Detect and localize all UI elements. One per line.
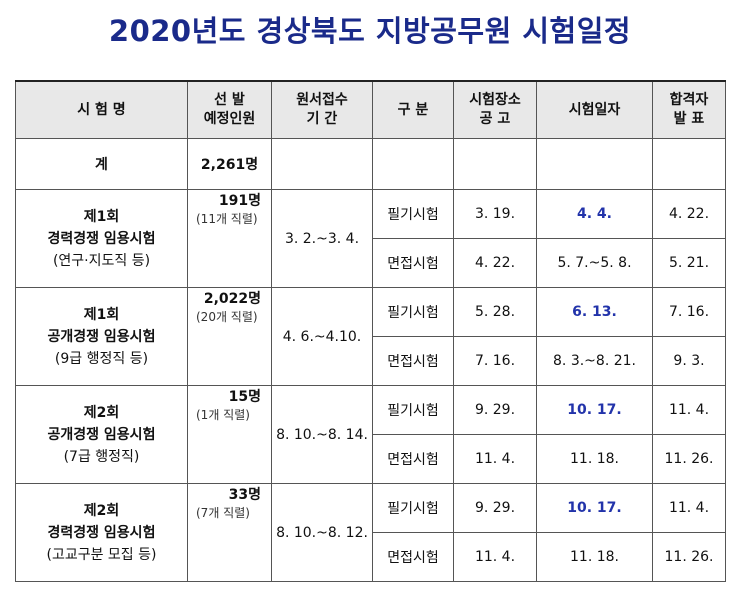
total-empty [453, 138, 537, 190]
header-selection-line1: 선 발 [214, 92, 245, 108]
stage-result: 5. 21. [652, 238, 726, 288]
exam-application: 3. 2.~3. 4. [271, 189, 373, 288]
stage-category: 필기시험 [372, 385, 454, 435]
stage-date: 6. 13. [536, 287, 653, 337]
stage-date: 11. 18. [536, 434, 653, 484]
exam-name: 제2회 경력경쟁 임용시험 (고교구분 모집 등) [15, 483, 188, 582]
stage-result: 11. 4. [652, 483, 726, 533]
total-empty [271, 138, 373, 190]
stage-date: 11. 18. [536, 532, 653, 582]
exam-application: 4. 6.~4.10. [271, 287, 373, 386]
header-application-line1: 원서접수 [296, 92, 348, 108]
stage-result: 11. 26. [652, 532, 726, 582]
header-category: 구 분 [372, 80, 454, 139]
count-value: 33명 [228, 487, 261, 503]
count-sub: (20개 직렬) [196, 310, 258, 324]
table-row: 면접시험 11. 4. 11. 18. 11. 26. [16, 434, 726, 484]
total-empty [536, 138, 653, 190]
exam-scope: (9급 행정직 등) [54, 350, 149, 367]
count-value: 15명 [228, 389, 261, 405]
table-row: 면접시험 11. 4. 11. 18. 11. 26. [16, 532, 726, 582]
stage-venue: 4. 22. [453, 238, 537, 288]
stage-category: 필기시험 [372, 483, 454, 533]
header-selection-line2: 예정인원 [203, 111, 256, 127]
stage-date: 10. 17. [536, 483, 653, 533]
table-row: 제2회 공개경쟁 임용시험 (7급 행정직) 15명 (1개 직렬) 8. 10.… [15, 385, 726, 484]
count-value: 191명 [218, 193, 261, 209]
exam-count: 33명 (7개 직렬) [187, 483, 272, 582]
stage-venue: 3. 19. [453, 189, 537, 239]
header-result-line2: 발 표 [673, 111, 705, 127]
exam-type: 경력경쟁 임용시험 [47, 524, 156, 541]
header-application-line2: 기 간 [306, 111, 338, 127]
stage-result: 11. 4. [652, 385, 726, 435]
exam-scope: (고교구분 모집 등) [46, 546, 157, 563]
exam-scope: (연구·지도직 등) [52, 252, 151, 269]
exam-name: 제2회 공개경쟁 임용시험 (7급 행정직) [15, 385, 188, 484]
exam-scope: (7급 행정직) [63, 448, 140, 465]
exam-round: 제2회 [83, 502, 120, 519]
table-row: 제1회 경력경쟁 임용시험 (연구·지도직 등) 191명 (11개 직렬) 3.… [15, 189, 726, 288]
count-sub: (1개 직렬) [196, 408, 250, 422]
page-title: 2020년도 경상북도 지방공무원 시험일정 [108, 14, 632, 48]
stage-venue: 5. 28. [453, 287, 537, 337]
stage-date: 4. 4. [536, 189, 653, 239]
exam-name: 제1회 경력경쟁 임용시험 (연구·지도직 등) [15, 189, 188, 288]
stage-venue: 9. 29. [453, 385, 537, 435]
header-exam-name: 시 험 명 [15, 80, 188, 139]
table-row: 면접시험 4. 22. 5. 7.~5. 8. 5. 21. [16, 238, 726, 288]
exam-count: 191명 (11개 직렬) [187, 189, 272, 288]
exam-type: 경력경쟁 임용시험 [47, 230, 156, 247]
total-row: 계 2,261명 [15, 138, 726, 190]
exam-application: 8. 10.~8. 14. [271, 385, 373, 484]
header-result-line1: 합격자 [669, 92, 709, 108]
header-venue-line2: 공 고 [479, 111, 511, 127]
exam-name: 제1회 공개경쟁 임용시험 (9급 행정직 등) [15, 287, 188, 386]
exam-round: 제1회 [83, 306, 120, 323]
stage-result: 7. 16. [652, 287, 726, 337]
stage-venue: 9. 29. [453, 483, 537, 533]
header-exam-date: 시험일자 [536, 80, 653, 139]
total-count: 2,261명 [187, 138, 272, 190]
stage-venue: 11. 4. [453, 434, 537, 484]
stage-category: 면접시험 [372, 532, 454, 582]
exam-application: 8. 10.~8. 12. [271, 483, 373, 582]
stage-date: 8. 3.~8. 21. [536, 336, 653, 386]
exam-count: 2,022명 (20개 직렬) [187, 287, 272, 386]
header-venue-line1: 시험장소 [469, 92, 521, 108]
stage-result: 4. 22. [652, 189, 726, 239]
total-empty [372, 138, 454, 190]
stage-venue: 11. 4. [453, 532, 537, 582]
exam-type: 공개경쟁 임용시험 [47, 426, 156, 443]
table-row: 제2회 경력경쟁 임용시험 (고교구분 모집 등) 33명 (7개 직렬) 8. … [15, 483, 726, 582]
stage-category: 면접시험 [372, 238, 454, 288]
total-empty [652, 138, 726, 190]
stage-category: 필기시험 [372, 189, 454, 239]
stage-result: 9. 3. [652, 336, 726, 386]
stage-date: 10. 17. [536, 385, 653, 435]
exam-count: 15명 (1개 직렬) [187, 385, 272, 484]
table-row: 면접시험 7. 16. 8. 3.~8. 21. 9. 3. [16, 336, 726, 386]
stage-category: 면접시험 [372, 434, 454, 484]
count-sub: (11개 직렬) [196, 212, 258, 226]
table-row: 제1회 공개경쟁 임용시험 (9급 행정직 등) 2,022명 (20개 직렬) … [15, 287, 726, 386]
exam-round: 제2회 [83, 404, 120, 421]
stage-category: 필기시험 [372, 287, 454, 337]
count-sub: (7개 직렬) [196, 506, 250, 520]
stage-venue: 7. 16. [453, 336, 537, 386]
total-label: 계 [15, 138, 188, 190]
exam-type: 공개경쟁 임용시험 [47, 328, 156, 345]
stage-category: 면접시험 [372, 336, 454, 386]
count-value: 2,022명 [203, 291, 261, 307]
stage-result: 11. 26. [652, 434, 726, 484]
exam-round: 제1회 [83, 208, 120, 225]
stage-date: 5. 7.~5. 8. [536, 238, 653, 288]
